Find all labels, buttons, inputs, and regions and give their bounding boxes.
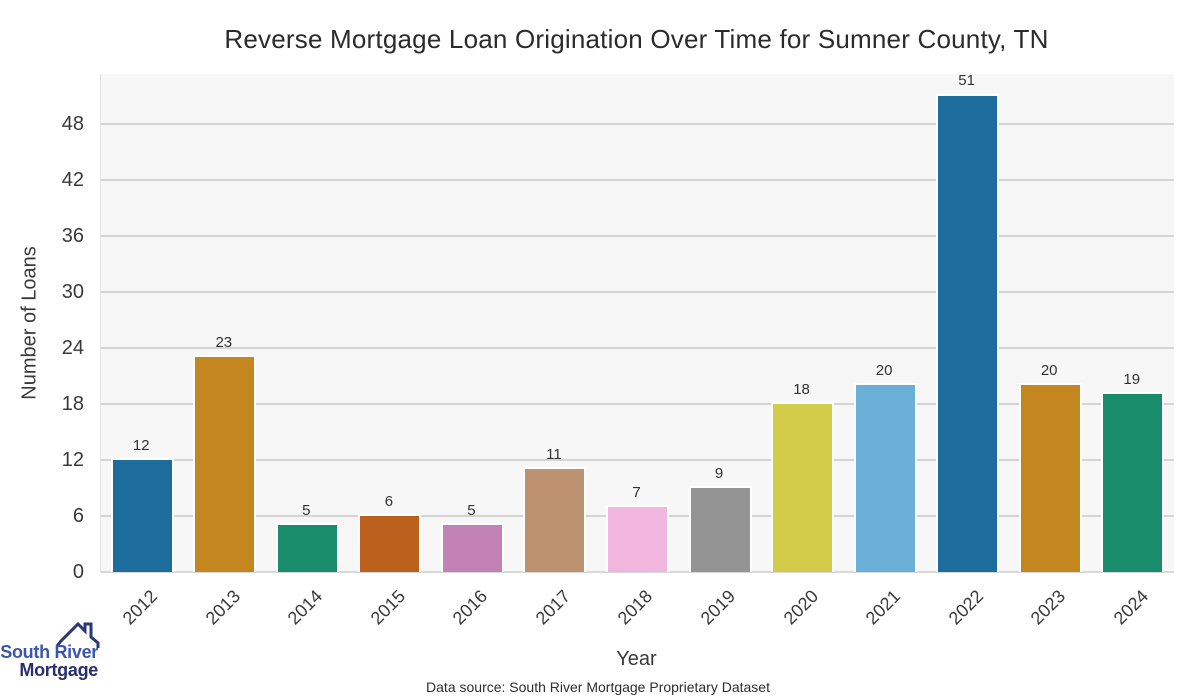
bar-2015 — [358, 513, 422, 572]
bar-2023 — [1018, 383, 1082, 572]
gridline — [101, 402, 1174, 405]
x-axis-tick-label-text: 2016 — [449, 586, 492, 629]
x-axis-tick-label-text: 2021 — [861, 586, 905, 629]
plot-area — [100, 74, 1174, 573]
bar-value-label: 7 — [632, 483, 641, 501]
gridline — [101, 122, 1174, 125]
bar-value-label: 19 — [1123, 371, 1141, 389]
logo-text-line1: South River — [0, 642, 98, 662]
x-axis-tick-label-text: 2012 — [118, 586, 162, 629]
bar-value-label: 51 — [958, 72, 975, 90]
bar-value-label: 20 — [1040, 362, 1058, 380]
house-roof-icon — [56, 621, 100, 648]
x-axis-title: Year — [616, 648, 657, 670]
bar-2013 — [193, 355, 257, 572]
bar-value-label: 20 — [875, 362, 893, 380]
south-river-mortgage-logo: South River Mortgage — [0, 618, 102, 688]
y-axis-tick-label: 0 — [72, 561, 84, 583]
x-axis-tick-label-text: 2014 — [284, 586, 327, 629]
gridline — [101, 178, 1174, 181]
bar-value-label: 9 — [714, 464, 724, 482]
bar-2017 — [523, 467, 587, 572]
gridline — [101, 458, 1174, 461]
y-axis-tick-label: 36 — [61, 224, 84, 247]
bar-2018 — [606, 504, 669, 572]
x-axis-tick-label-text: 2023 — [1026, 586, 1070, 629]
bar-2019 — [688, 485, 752, 572]
data-source-note: Data source: South River Mortgage Propri… — [426, 679, 770, 695]
x-axis-tick-label-text: 2015 — [366, 586, 410, 629]
bar-value-label: 11 — [546, 446, 562, 464]
bar-value-label: 23 — [215, 334, 233, 352]
x-axis-tick-label-text: 2017 — [531, 586, 575, 629]
gridline — [101, 290, 1174, 293]
bar-2021 — [853, 383, 917, 572]
y-axis-tick-label: 6 — [72, 504, 84, 527]
x-axis-tick-label-text: 2024 — [1109, 586, 1152, 629]
bar-2014 — [275, 523, 339, 572]
x-axis-line — [101, 571, 1174, 573]
y-axis-tick-label: 24 — [61, 336, 84, 359]
x-axis-tick-label-text: 2020 — [779, 586, 822, 629]
bar-2024 — [1101, 392, 1165, 572]
bar-value-label: 5 — [302, 502, 311, 520]
y-axis-tick-label: 48 — [61, 112, 84, 135]
bar-2012 — [110, 457, 174, 572]
y-axis-tick-label: 42 — [61, 168, 84, 191]
y-axis-tick-labels: 0 6 12 18 24 30 36 42 48 — [0, 74, 84, 583]
x-axis-tick-label-text: 2013 — [201, 586, 244, 629]
bar-2022 — [936, 93, 1000, 572]
x-axis-tick-label-text: 2022 — [944, 586, 987, 629]
x-axis-tick-label-text: 2019 — [696, 586, 740, 629]
bar-2016 — [440, 523, 504, 572]
logo-text-line2: Mortgage — [19, 660, 98, 680]
y-axis-tick-label: 12 — [61, 448, 84, 471]
x-axis-tick-label-text: 2018 — [614, 586, 657, 629]
chart-title: Reverse Mortgage Loan Origination Over T… — [224, 24, 1049, 54]
bar-value-label: 18 — [793, 380, 810, 398]
bar-value-label: 6 — [384, 492, 394, 510]
y-axis-tick-label: 18 — [61, 392, 84, 415]
gridline — [101, 234, 1174, 237]
bar-value-label: 12 — [132, 436, 150, 454]
bar-value-label: 5 — [467, 502, 476, 520]
gridline — [101, 346, 1174, 349]
y-axis-tick-label: 30 — [61, 280, 84, 303]
bar-2020 — [771, 401, 835, 572]
